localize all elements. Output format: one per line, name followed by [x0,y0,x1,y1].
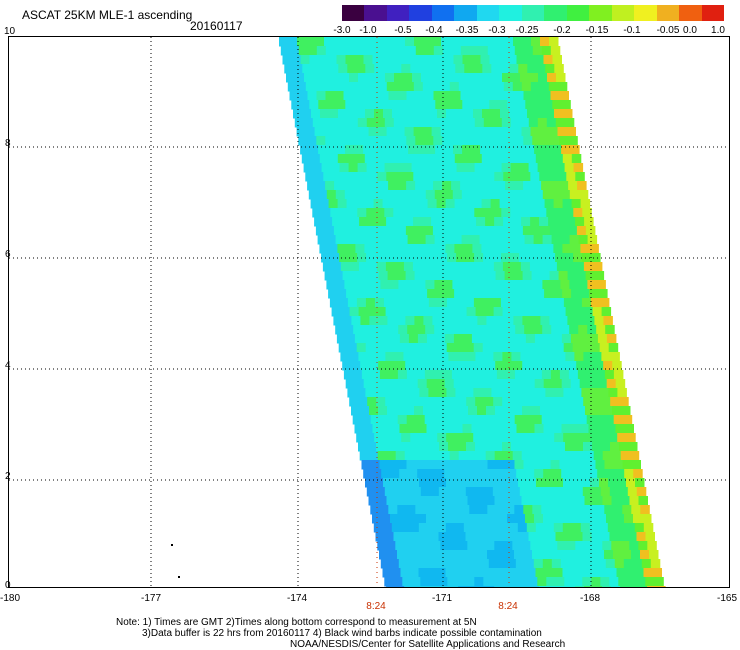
colorbar [342,5,724,21]
note-line-3: NOAA/NESDIS/Center for Satellite Applica… [290,639,566,650]
colorbar-label: -3.0 [333,25,351,36]
wind-barb-mark [178,576,180,578]
colorbar-segment-14 [656,5,680,21]
y-label-2: 2 [5,471,11,482]
colorbar-segment-8 [521,5,545,21]
colorbar-segment-10 [566,5,590,21]
map-plot-area [8,36,730,588]
colorbar-segment-7 [499,5,522,21]
y-label-10: 10 [4,26,16,37]
colorbar-label: -0.25 [515,25,539,36]
swath-map [9,37,729,587]
swath-pixels [279,37,666,587]
y-label-8: 8 [5,138,11,149]
colorbar-segment-15 [679,5,702,21]
colorbar-label: -0.35 [455,25,479,36]
x-label-171: -171 [431,593,453,604]
colorbar-label: -0.2 [553,25,571,36]
x-label-174: -174 [286,593,308,604]
x-label-165: -165 [716,593,738,604]
colorbar-label: -0.15 [585,25,609,36]
graticule [9,37,729,587]
x-label-168: -168 [579,593,601,604]
x-label-177: -177 [140,593,162,604]
colorbar-label: -0.1 [623,25,641,36]
colorbar-label: -0.3 [488,25,506,36]
colorbar-segment-2 [386,5,410,21]
colorbar-segment-4 [431,5,455,21]
y-label-6: 6 [5,249,11,260]
colorbar-label: -0.5 [394,25,412,36]
time-label-2: 8:24 [498,601,518,612]
x-label-180: -180 [0,593,21,604]
colorbar-label: 1.0 [711,25,725,36]
note-line-2: 3)Data buffer is 22 hrs from 20160117 4)… [142,628,542,639]
time-marker-lines [376,37,510,587]
wind-barb-mark [171,544,173,546]
colorbar-segment-13 [634,5,657,21]
colorbar-segment-11 [589,5,612,21]
colorbar-label: 0.0 [683,25,697,36]
colorbar-label: -0.05 [656,25,680,36]
colorbar-label: -1.0 [359,25,377,36]
colorbar-segment-0 [342,5,365,21]
product-title: ASCAT 25KM MLE-1 ascending [22,8,193,22]
note-line-1: Note: 1) Times are GMT 2)Times along bot… [116,617,477,628]
colorbar-segment-3 [409,5,432,21]
colorbar-labels: -3.0 -1.0 -0.5 -0.4 -0.35 -0.3 -0.25 -0.2 -0.15 -… [330,25,740,37]
colorbar-segment-9 [544,5,567,21]
product-date: 20160117 [190,19,243,33]
colorbar-label: -0.4 [425,25,443,36]
colorbar-segment-1 [364,5,387,21]
y-label-4: 4 [5,360,11,371]
colorbar-segment-16 [701,5,724,21]
colorbar-segment-5 [454,5,477,21]
colorbar-segment-12 [611,5,635,21]
y-label-0: 0 [5,580,11,591]
colorbar-segment-6 [476,5,500,21]
time-label-1: 8:24 [366,601,386,612]
